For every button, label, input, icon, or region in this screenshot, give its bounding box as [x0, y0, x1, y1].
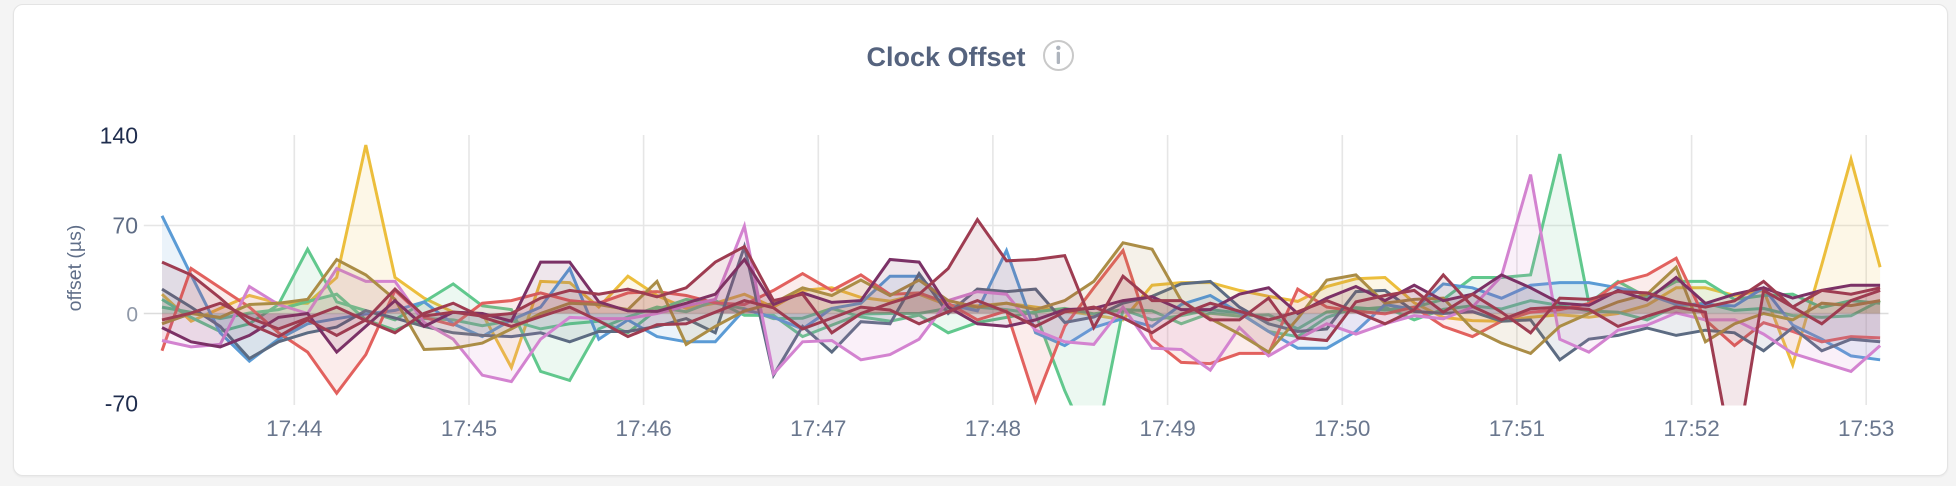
svg-text:17:52: 17:52	[1663, 416, 1719, 441]
svg-text:Clock Offset: Clock Offset	[866, 42, 1025, 72]
svg-text:offset (µs): offset (µs)	[64, 225, 86, 312]
svg-text:70: 70	[112, 213, 138, 239]
svg-text:17:48: 17:48	[965, 416, 1021, 441]
svg-text:17:50: 17:50	[1314, 416, 1370, 441]
svg-text:17:47: 17:47	[790, 416, 846, 441]
svg-text:17:49: 17:49	[1139, 416, 1195, 441]
svg-text:-70: -70	[105, 391, 138, 417]
svg-text:17:45: 17:45	[441, 416, 497, 441]
svg-text:0: 0	[126, 304, 138, 327]
svg-text:17:44: 17:44	[266, 416, 322, 441]
svg-text:140: 140	[100, 123, 138, 149]
svg-text:17:46: 17:46	[615, 416, 671, 441]
svg-text:17:51: 17:51	[1489, 416, 1545, 441]
svg-text:17:53: 17:53	[1838, 416, 1894, 441]
